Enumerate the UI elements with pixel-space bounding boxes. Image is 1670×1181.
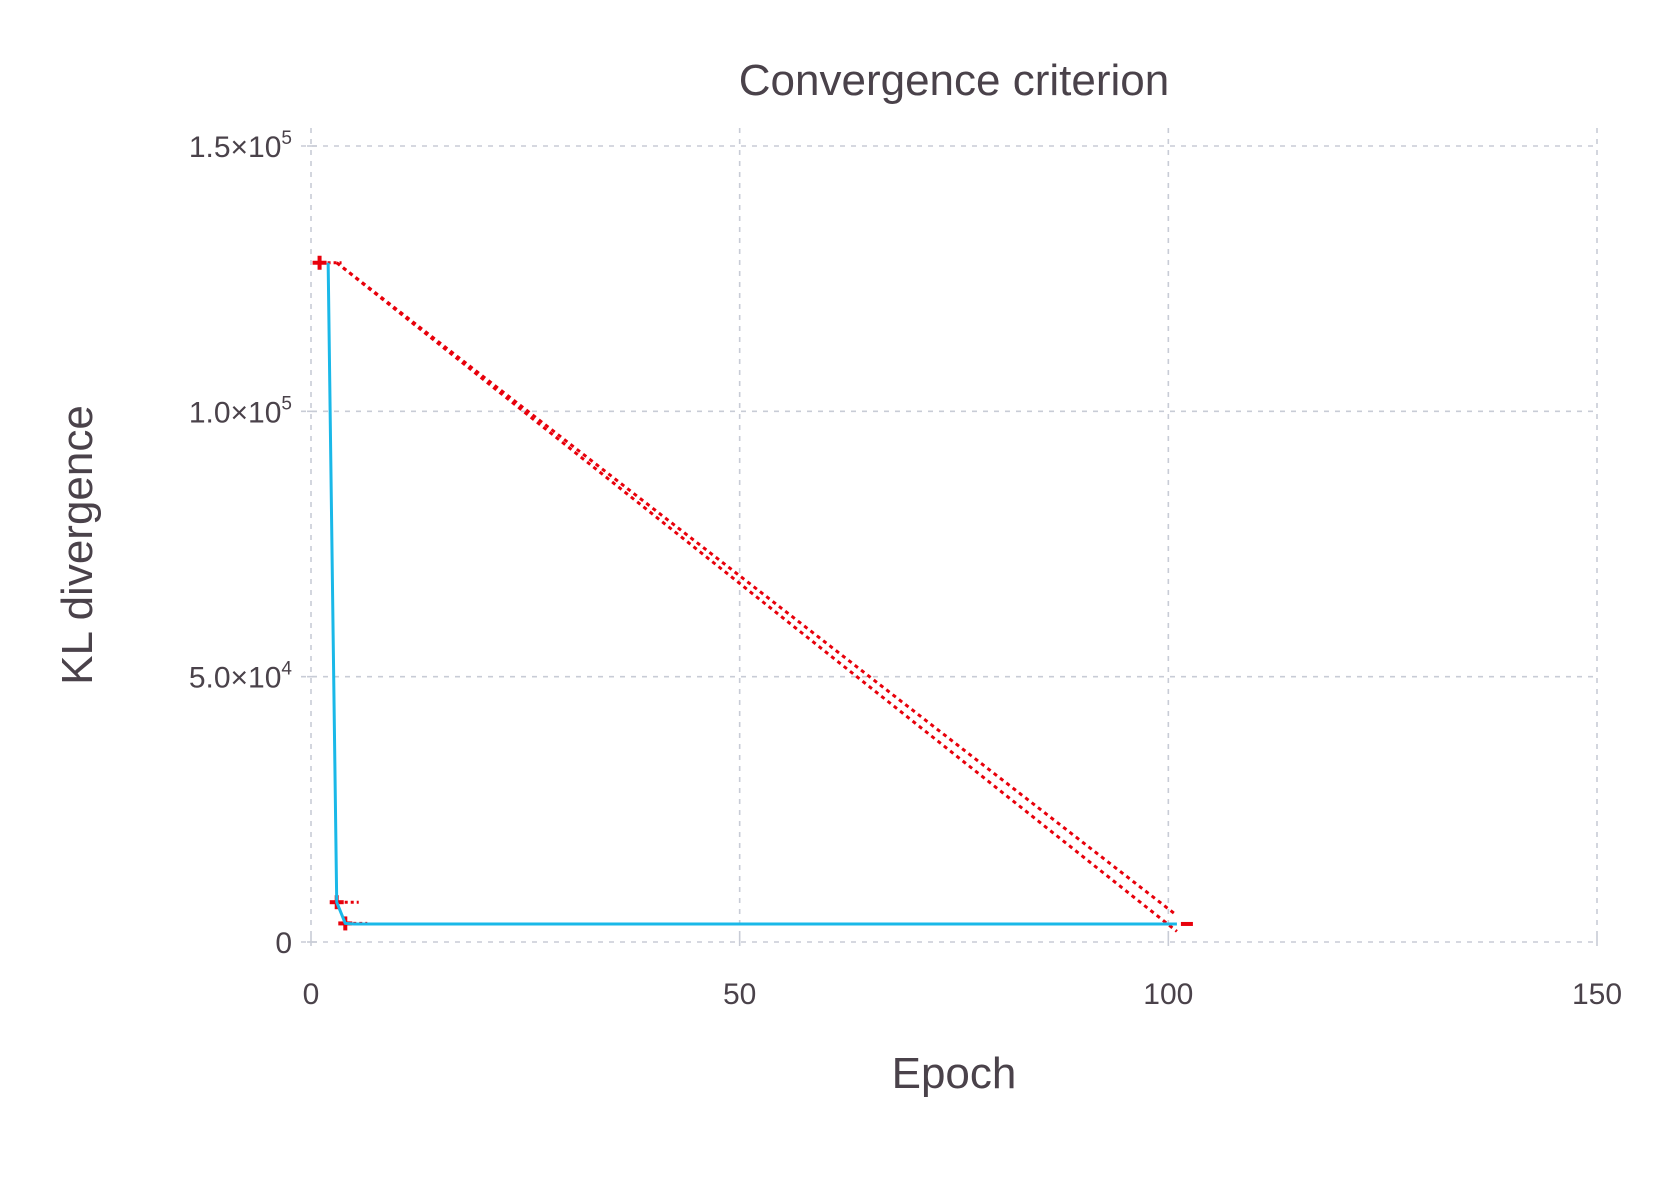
- y-tick-mantissa: 5.0×10: [189, 662, 282, 695]
- y-tick-mantissa: 1.5×10: [189, 131, 282, 164]
- series-lines: [326, 262, 1177, 926]
- y-tick-mantissa: 0: [275, 927, 292, 960]
- y-tick-exponent: 5: [281, 393, 292, 414]
- y-axis-label: KL divergence: [53, 405, 102, 685]
- x-tick-label: 0: [303, 978, 320, 1011]
- y-tick-mantissa: 1.0×10: [189, 396, 282, 429]
- series-line: [326, 262, 1177, 926]
- x-tick-label: 100: [1143, 978, 1193, 1011]
- y-tick-exponent: 4: [281, 659, 292, 680]
- y-tick-label: 1.0×105: [189, 393, 292, 429]
- y-tick-label: 0: [275, 927, 292, 960]
- bound-marker: [329, 895, 359, 910]
- x-axis-label: Epoch: [892, 1049, 1017, 1098]
- x-tick-label: 50: [723, 978, 756, 1011]
- y-tick-label: 1.5×105: [189, 128, 292, 164]
- bound-line-lower: [335, 261, 1178, 933]
- bound-marker: [312, 255, 342, 270]
- y-tick-label: 5.0×104: [189, 659, 293, 695]
- bound-line-upper: [335, 261, 1178, 917]
- bounds-markers: [312, 255, 1193, 933]
- chart-title: Convergence criterion: [739, 56, 1169, 105]
- y-tick-exponent: 5: [281, 128, 292, 149]
- grid-lines: [301, 128, 1598, 946]
- x-tick-label: 150: [1572, 978, 1622, 1011]
